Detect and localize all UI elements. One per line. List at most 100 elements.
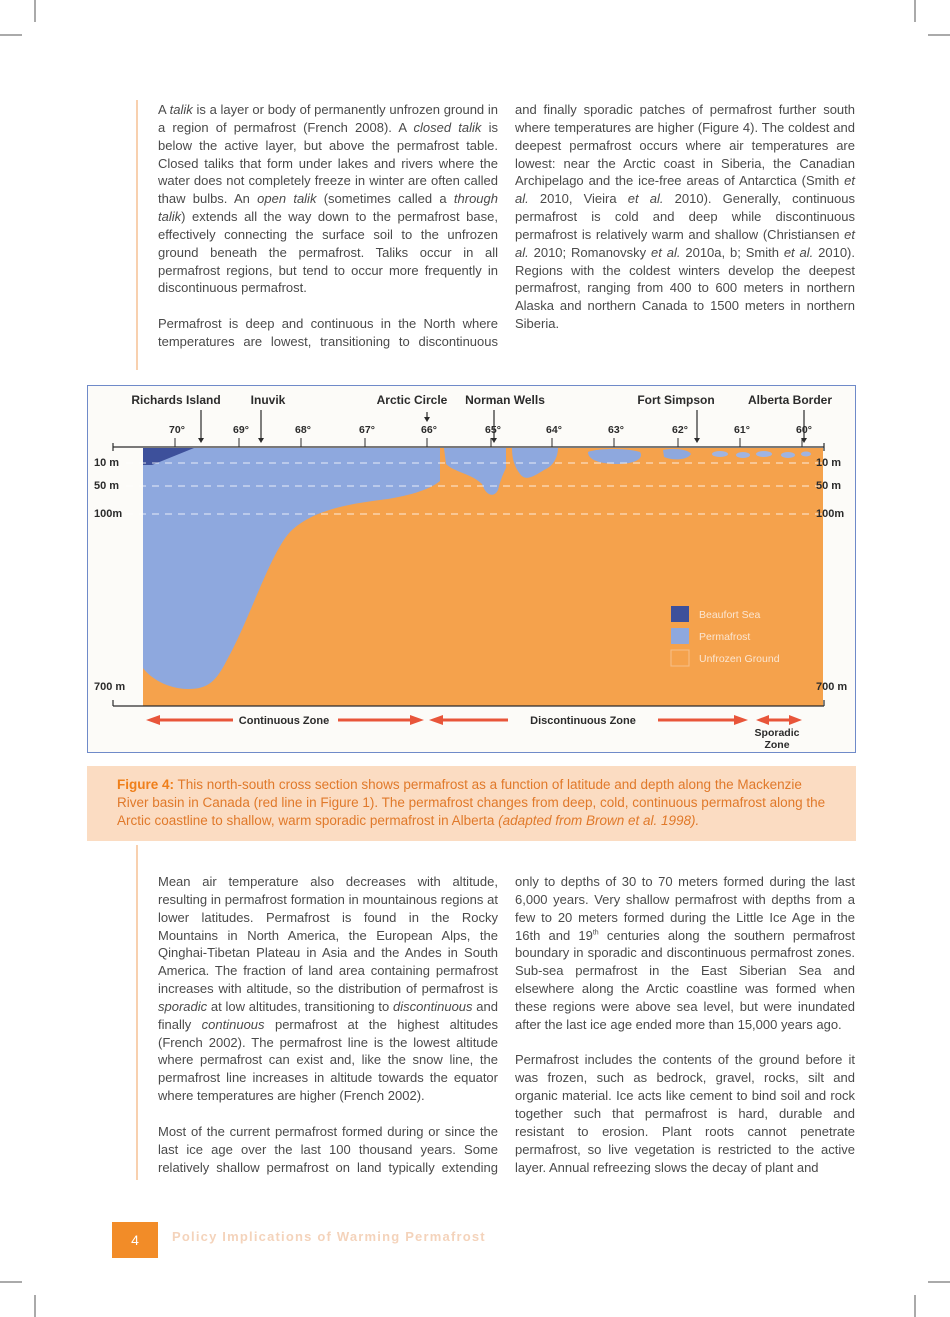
text-run: 2010; Romanovsky <box>528 244 652 260</box>
latitude-label: 62° <box>672 424 688 436</box>
zone-label: Sporadic <box>755 727 800 739</box>
italic-run: et al. <box>651 244 681 260</box>
depth-label: 10 m <box>816 457 841 469</box>
caption-body: This north-south cross section shows per… <box>117 777 825 828</box>
paragraph: Permafrost includes the contents of the … <box>515 1051 855 1176</box>
latitude-label: 61° <box>734 424 750 436</box>
beaufort-sea <box>143 448 194 465</box>
latitude-label: 67° <box>359 424 375 436</box>
text-run: (sometimes called a <box>316 191 454 207</box>
text-run: 2010). Regions with the coldest winters … <box>515 244 855 332</box>
text-run: 2010, Vieira <box>528 191 628 207</box>
text-run: Most of the current permafrost formed du… <box>158 1123 498 1175</box>
paragraph: only to depths of 30 to 70 meters formed… <box>515 873 855 1034</box>
arrow-head <box>694 438 700 443</box>
latitude-label: 65° <box>485 424 501 436</box>
place-label: Alberta Border <box>748 393 832 407</box>
paragraph: Mean air temperature also decreases with… <box>158 873 498 1105</box>
text-run: 2010). Generally, continuous permafrost … <box>515 191 855 242</box>
text-column: and finally sporadic patches of permafro… <box>515 101 855 351</box>
latitude-label: 64° <box>546 424 562 436</box>
permafrost-patch <box>444 448 506 495</box>
latitude-label: 63° <box>608 424 624 436</box>
text-run: ) extends all the way down to the permaf… <box>158 209 498 296</box>
permafrost-patch <box>663 449 691 460</box>
italic-run: talik <box>169 102 193 117</box>
paragraph: A talik is a layer or body of permanentl… <box>158 101 498 297</box>
depth-label: 700 m <box>94 681 125 693</box>
caption-label: Figure 4: <box>117 777 175 792</box>
cross-section: Richards Island Inuvik Arctic Circle Norman… <box>94 393 847 751</box>
paragraph: Permafrost is deep and continuous in the… <box>158 315 498 351</box>
depth-label: 100m <box>816 508 844 520</box>
zone-label: Discontinuous Zone <box>530 715 636 727</box>
latitude-label: 69° <box>233 424 249 436</box>
latitude-label: 66° <box>421 424 437 436</box>
depth-label: 10 m <box>94 457 119 469</box>
text-column: A talik is a layer or body of permanentl… <box>158 101 498 369</box>
place-label: Arctic Circle <box>377 393 448 407</box>
text-run: A <box>158 102 170 117</box>
place-label: Inuvik <box>251 393 286 407</box>
caption: Figure 4: This north-south cross section… <box>117 776 832 830</box>
text-run: permafrost at the highest altitudes (Fre… <box>158 1016 498 1104</box>
italic-run: through talik <box>158 191 498 225</box>
latitude-label: 70° <box>169 424 185 436</box>
depth-label: 700 m <box>816 681 847 693</box>
italic-run: open talik <box>257 191 317 207</box>
text-run: Mean air temperature also decreases with… <box>158 874 498 997</box>
latitude-label: 68° <box>295 424 311 436</box>
italic-run: continuous <box>201 1016 265 1032</box>
italic-run: et al. <box>783 244 814 260</box>
text-run: and finally <box>158 998 498 1032</box>
legend-label: Beaufort Sea <box>699 609 760 621</box>
figure-labels: Richards Island Inuvik Arctic Circle Norman… <box>94 393 847 751</box>
depth-label: 100m <box>94 508 122 520</box>
text-run: only to depths of 30 to 70 meters formed… <box>515 874 855 943</box>
text-run: This north-south cross section shows per… <box>117 777 826 828</box>
legend-label: Permafrost <box>699 631 750 643</box>
figure: Richards Island Inuvik Arctic Circle Norman… <box>87 385 856 753</box>
italic-run: et al. <box>627 191 664 207</box>
permafrost-patch <box>588 449 642 464</box>
legend-swatch <box>671 606 689 622</box>
zone-label: Continuous Zone <box>239 715 329 727</box>
text-run: is below the active layer, but above the… <box>158 119 499 207</box>
zone-arrows <box>146 715 802 725</box>
text-run: 2010a, b; Smith <box>680 244 784 260</box>
arrow-head <box>491 438 497 443</box>
latitude-label: 60° <box>796 424 812 436</box>
italic-run: et al. <box>515 226 855 260</box>
place-label: Fort Simpson <box>637 393 714 407</box>
legend-swatch <box>671 628 689 644</box>
place-label: Richards Island <box>131 393 220 407</box>
italic-run: sporadic <box>158 998 208 1014</box>
arrow-head <box>424 417 430 422</box>
axes <box>112 443 825 707</box>
text-column: only to depths of 30 to 70 meters formed… <box>515 873 855 1194</box>
arrow-head <box>258 438 264 443</box>
page-number: 4 <box>112 1222 158 1258</box>
italic-run: et al. <box>515 173 855 207</box>
legend-label: Unfrozen Ground <box>699 653 780 665</box>
arrow-head <box>198 438 204 443</box>
sporadic-patches <box>712 451 811 458</box>
depth-label: 50 m <box>816 480 841 492</box>
text-run: centuries along the southern permafrost … <box>515 927 855 1032</box>
text-column: Mean air temperature also decreases with… <box>158 873 498 1194</box>
text-run: Permafrost is deep and continuous in the… <box>158 316 498 349</box>
place-label: Norman Wells <box>465 393 545 407</box>
italic-run: closed talik <box>413 119 482 135</box>
italic-run: (adapted from Brown et al. 1998). <box>498 813 700 828</box>
text-run: is a layer or body of permanently unfroz… <box>158 102 498 135</box>
superscript: th <box>592 929 599 937</box>
text-run: at low altitudes, transitioning to <box>207 998 394 1014</box>
legend-swatch <box>670 649 690 667</box>
permafrost <box>143 448 440 689</box>
text-run: and finally sporadic patches of permafro… <box>515 102 855 189</box>
paragraph: Most of the current permafrost formed du… <box>158 1123 498 1177</box>
depth-label: 50 m <box>94 480 119 492</box>
